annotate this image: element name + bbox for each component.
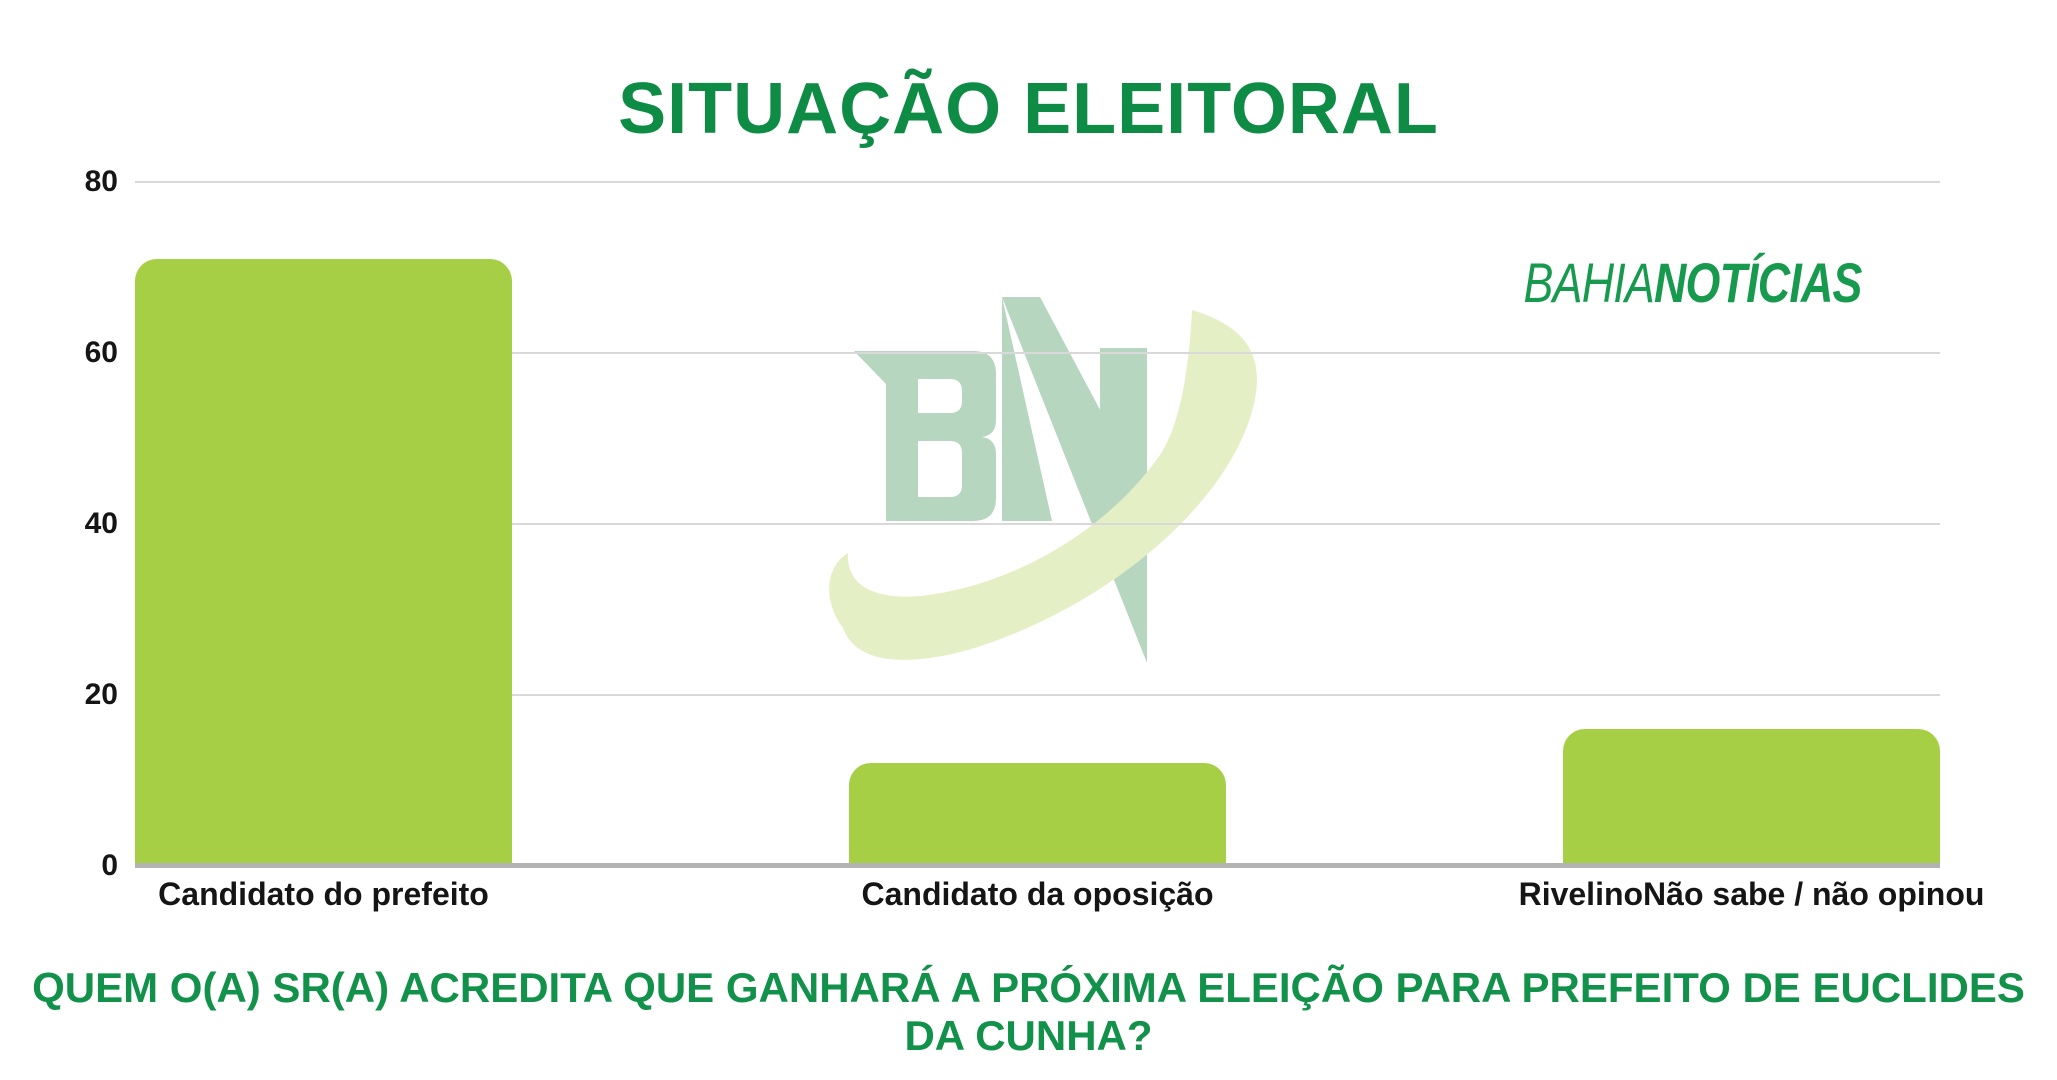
- y-tick-label-20: 20: [84, 678, 118, 711]
- gridline-20: [135, 694, 1940, 696]
- category-label-3: RivelinoNão sabe / não opinou: [1518, 876, 1985, 912]
- bar-3: [1563, 729, 1940, 866]
- x-axis-line: [135, 863, 1940, 868]
- y-tick-label-0: 0: [101, 849, 118, 882]
- y-tick-label-80: 80: [84, 165, 118, 198]
- survey-question: QUEM O(A) SR(A) ACREDITA QUE GANHARÁ A P…: [32, 964, 2025, 1059]
- y-tick-label-40: 40: [84, 507, 118, 540]
- logo-noticias-text: NOTÍCIAS: [1654, 251, 1862, 314]
- chart-title: SITUAÇÃO ELEITORAL: [618, 69, 1439, 149]
- y-tick-label-60: 60: [84, 336, 118, 369]
- gridline-80: [135, 181, 1940, 183]
- category-label-2: Candidato da oposição: [861, 876, 1214, 912]
- bar-2: [849, 763, 1226, 866]
- category-label-1: Candidato do prefeito: [158, 876, 489, 912]
- bahia-noticias-logo: BAHIANOTÍCIAS: [1523, 250, 1863, 315]
- logo-bahia-text: BAHIA: [1523, 251, 1655, 314]
- bar-1: [135, 259, 512, 866]
- plot-area: [135, 181, 1940, 868]
